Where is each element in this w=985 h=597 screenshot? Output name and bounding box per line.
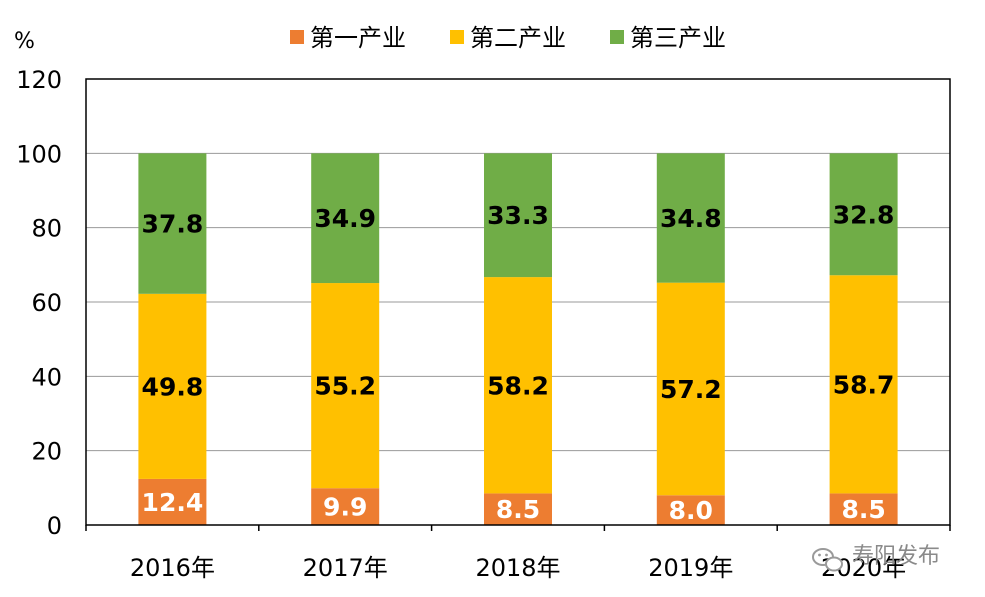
plot-border [85, 78, 951, 526]
y-tick-label: 40 [31, 363, 62, 391]
bars: 12.4 49.8 37.8 9.9 55.2 34.9 8.5 58.2 33.3 8.0 57.… [138, 153, 898, 525]
watermark-text: 寿阳发布 [852, 544, 940, 569]
data-label: 32.8 [833, 200, 895, 229]
bar-segment [656, 153, 725, 283]
bar-segment [138, 478, 207, 525]
bar-segment [311, 153, 380, 284]
y-axis-ticks: 0 20 40 60 80 100 120 [16, 66, 62, 540]
data-label: 57.2 [660, 375, 722, 404]
y-tick-label: 0 [47, 512, 62, 540]
data-label: 49.8 [142, 372, 204, 401]
bar-segment [829, 153, 898, 276]
bar-segment [484, 277, 552, 494]
y-tick-label: 120 [16, 66, 62, 94]
data-label: 8.5 [841, 495, 885, 524]
legend-label: 第三产业 [630, 24, 726, 52]
data-label: 37.8 [142, 210, 204, 239]
bar-segment [656, 282, 725, 496]
legend-swatch [450, 30, 464, 44]
data-label: 9.9 [323, 493, 367, 522]
bar-segment [829, 493, 898, 525]
y-axis-unit-label: % [14, 29, 35, 54]
x-tick-label: 2018年 [475, 554, 560, 582]
data-label: 58.7 [833, 370, 895, 399]
bar-segment [656, 495, 725, 525]
x-tick-label: 2017年 [303, 554, 388, 582]
legend-label: 第二产业 [470, 24, 566, 52]
bar-segment [311, 283, 380, 489]
legend: 第一产业 第二产业 第三产业 [290, 24, 726, 52]
y-tick-label: 80 [31, 215, 62, 243]
bar-segment [829, 275, 898, 494]
legend-label: 第一产业 [310, 24, 406, 52]
data-label: 34.8 [660, 204, 722, 233]
y-tick-label: 20 [31, 438, 62, 466]
y-tick-label: 60 [31, 289, 62, 317]
data-label: 58.2 [487, 371, 549, 400]
x-axis-ticks: 2016年 2017年 2018年 2019年 2020年 [130, 554, 906, 582]
data-label: 8.0 [669, 496, 713, 525]
data-label: 34.9 [314, 204, 376, 233]
axes [85, 78, 951, 531]
data-label: 12.4 [142, 488, 204, 517]
bar-segment [138, 153, 207, 294]
legend-swatch [610, 30, 624, 44]
watermark: 寿阳发布 [812, 544, 940, 572]
y-tick-label: 100 [16, 140, 62, 168]
data-label: 33.3 [487, 201, 549, 230]
data-label: 8.5 [496, 495, 540, 524]
bar-segment [484, 493, 552, 525]
bar-segment [484, 153, 552, 278]
bar-segment [311, 488, 380, 525]
data-label: 55.2 [314, 372, 376, 401]
bar-segment [138, 293, 207, 479]
legend-swatch [290, 30, 304, 44]
x-tick-label: 2016年 [130, 554, 215, 582]
x-tick-label: 2019年 [648, 554, 733, 582]
wechat-icon [812, 548, 843, 572]
